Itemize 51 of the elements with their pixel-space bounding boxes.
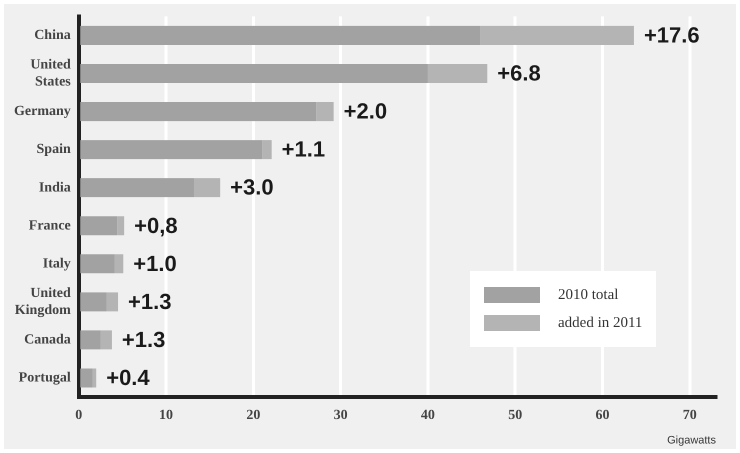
bar [80,330,101,350]
data-label: +2.0 [344,98,388,124]
data-label: +6.8 [497,60,541,86]
y-tick-label: Portugal [18,370,71,386]
data-label: +1.1 [282,136,326,162]
data-label: +1.3 [128,288,172,314]
y-tick-label: Italy [42,256,71,272]
bar [80,292,107,312]
bar [480,26,634,45]
y-tick-label: Spain [36,142,71,158]
bar [80,216,118,236]
bar [428,64,488,84]
bar [80,140,262,160]
x-tick-label: 60 [596,408,610,424]
bar [92,368,96,388]
bar [114,254,124,274]
x-tick-label: 10 [159,408,174,424]
bar [106,292,118,312]
bar [80,64,428,84]
y-tick-label: United States [30,58,72,90]
x-tick-label: 40 [420,408,435,424]
data-label: +3.0 [230,174,274,200]
data-label: +17.6 [644,22,700,48]
bar [117,216,124,236]
data-label: +1.0 [133,250,177,276]
data-label: +0,8 [134,212,178,238]
y-tick-label: India [38,180,71,196]
bar [194,178,220,198]
data-label: +1.3 [122,326,166,352]
data-label: +0.4 [106,365,150,390]
x-tick-label: 70 [682,408,697,424]
bar [100,330,112,350]
x-axis-title: Gigawatts [667,434,716,446]
x-tick-label: 30 [334,408,348,424]
y-tick-label: China [34,28,71,44]
x-tick-label: 20 [246,408,260,424]
bar [80,102,316,122]
bar [80,368,93,388]
y-tick-label: Germany [14,104,71,120]
bar [80,26,480,45]
y-tick-label: United Kingdom [14,286,72,318]
y-tick-label: France [28,218,71,234]
legend-label: added in 2011 [558,314,642,332]
bar [80,254,115,274]
bar [316,102,334,122]
bar [262,140,272,160]
bar [80,178,194,198]
legend-label: 2010 total [558,286,618,304]
y-tick-label: Canada [24,332,71,348]
x-tick-label: 50 [508,408,522,424]
x-tick-label: 0 [75,408,82,424]
